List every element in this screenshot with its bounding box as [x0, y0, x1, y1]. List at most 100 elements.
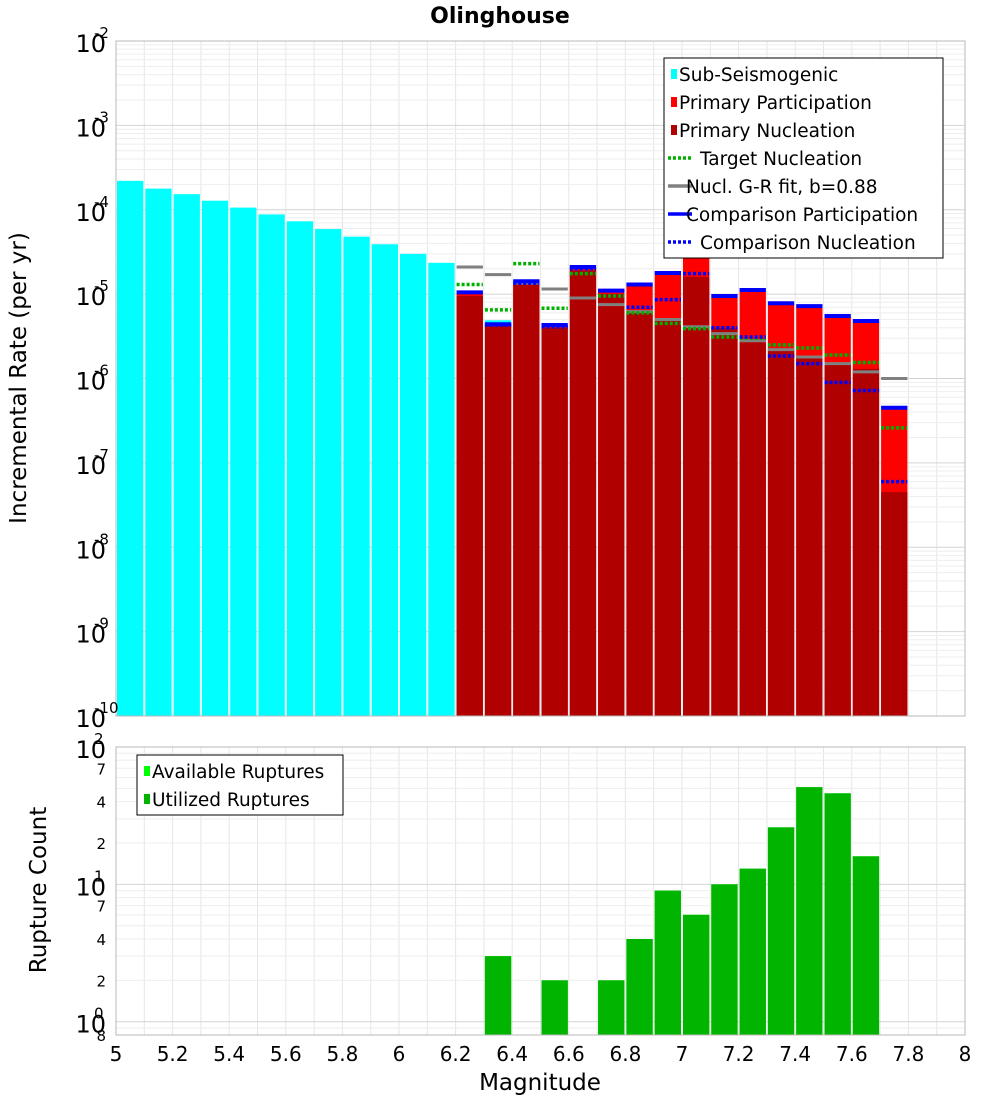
x-tick-label: 7 [676, 1042, 689, 1066]
primary-nucleation-bar [767, 349, 795, 716]
top-y-tick-base: 10 [75, 452, 106, 480]
primary-nucleation-bar [513, 284, 540, 716]
bottom-y-minor-tick-label: 2 [96, 972, 106, 990]
bottom-legend-item: Available Ruptures [144, 762, 324, 783]
top-legend-swatch [671, 97, 677, 107]
top-legend-item: Nucl. G-R fit, b=0.88 [668, 177, 878, 198]
top-y-tick-label: 10-10 [75, 699, 118, 733]
x-tick-label: 5.6 [270, 1042, 302, 1066]
sub-seismogenic-bar [428, 262, 455, 716]
top-legend-item: Primary Nucleation [671, 121, 855, 142]
top-gridlines [115, 41, 966, 717]
primary-nucleation-bar [852, 368, 880, 716]
bottom-y-minor-tick-label: 7 [96, 760, 106, 778]
bottom-y-minor-tick-label: 7 [96, 898, 106, 916]
top-legend-label: Comparison Participation [686, 205, 918, 226]
bottom-y-axis-title: Rupture Count [26, 807, 52, 973]
top-y-tick-exp: -4 [94, 193, 109, 211]
top-y-tick-label: 10-9 [75, 615, 109, 649]
sub-seismogenic-bar [173, 194, 200, 717]
bottom-y-tick-exp: 0 [94, 1005, 104, 1023]
top-y-tick-base: 10 [75, 283, 106, 311]
utilized-ruptures-bar [541, 980, 568, 1035]
sub-seismogenic-bar [201, 200, 229, 716]
x-tick-label: 5.2 [157, 1042, 189, 1066]
x-tick-label: 6.8 [609, 1042, 641, 1066]
x-tick-label: 5.8 [326, 1042, 358, 1066]
bottom-legend-item: Utilized Ruptures [144, 790, 310, 811]
top-y-tick-base: 10 [75, 536, 106, 564]
bottom-legend-swatch [144, 794, 150, 804]
sub-seismogenic-bar [258, 214, 285, 717]
sub-seismogenic-bar [286, 221, 314, 716]
top-y-tick-base: 10 [75, 114, 106, 142]
top-legend-label: Sub-Seismogenic [679, 65, 838, 86]
utilized-ruptures-bar [484, 956, 512, 1035]
x-tick-label: 6.4 [496, 1042, 528, 1066]
x-tick-label: 7.6 [836, 1042, 868, 1066]
x-tick-label: 7.8 [892, 1042, 924, 1066]
sub-seismogenic-bar [117, 180, 144, 716]
top-y-tick-label: 10-8 [75, 530, 109, 564]
top-y-tick-base: 10 [75, 30, 106, 58]
top-legend-label: Nucl. G-R fit, b=0.88 [686, 177, 878, 198]
primary-nucleation-bar [881, 492, 908, 716]
utilized-ruptures-bar [654, 890, 681, 1035]
utilized-ruptures-bar [852, 856, 880, 1035]
top-legend-swatch [671, 125, 677, 135]
bottom-y-tick-base: 10 [75, 1011, 106, 1039]
top-legend-swatch [671, 69, 677, 79]
bottom-y-tick-exp: 2 [94, 730, 104, 748]
top-y-tick-base: 10 [75, 621, 106, 649]
chart-title: Olinghouse [430, 4, 570, 29]
top-y-tick-base: 10 [75, 199, 106, 227]
bottom-y-minor-tick-label: 2 [96, 835, 106, 853]
bottom-legend-swatch [144, 766, 150, 776]
primary-nucleation-series [456, 270, 908, 716]
primary-nucleation-bar [541, 327, 568, 716]
utilized-ruptures-bar [824, 793, 851, 1035]
top-legend-label: Comparison Nucleation [700, 233, 916, 254]
bottom-y-tick-label: 100 [75, 1005, 106, 1039]
top-y-tick-label: 10-3 [75, 108, 109, 142]
x-tick-label: 5.4 [213, 1042, 245, 1066]
top-legend-item: Primary Participation [671, 93, 872, 114]
top-y-tick-exp: -8 [94, 530, 109, 548]
utilized-ruptures-bar [626, 939, 653, 1035]
bottom-legend: Available Ruptures Utilized Ruptures [136, 754, 344, 816]
x-tick-label: 7.2 [723, 1042, 755, 1066]
bottom-y-minor-tick-label: 8 [96, 1027, 106, 1045]
bottom-plot-border [115, 746, 966, 1036]
top-legend-item: Sub-Seismogenic [671, 65, 838, 86]
top-legend-item: Comparison Participation [668, 205, 918, 226]
top-y-tick-exp: -10 [94, 699, 119, 717]
bottom-legend-label: Utilized Ruptures [152, 790, 310, 811]
comparison-nucleation-series [484, 266, 908, 484]
bottom-y-tick-label: 101 [75, 867, 106, 901]
top-y-tick-label: 10-2 [75, 24, 109, 58]
top-y-tick-exp: -3 [94, 108, 109, 126]
comparison-participation-series [456, 243, 908, 410]
sub-seismogenic-bar [371, 244, 398, 717]
x-tick-label: 6.6 [553, 1042, 585, 1066]
top-y-tick-exp: -6 [94, 362, 109, 380]
primary-nucleation-bar [456, 296, 483, 716]
utilized-ruptures-bar [767, 827, 795, 1035]
primary-nucleation-bar [598, 294, 625, 716]
utilized-ruptures-bar [739, 868, 766, 1035]
top-legend-box [663, 57, 944, 259]
top-y-tick-label: 10-7 [75, 446, 109, 480]
primary-nucleation-bar [484, 325, 512, 716]
top-y-tick-exp: -5 [94, 277, 109, 295]
x-tick-label: 8 [959, 1042, 972, 1066]
utilized-ruptures-series [484, 787, 880, 1035]
x-tick-label: 6.2 [440, 1042, 472, 1066]
primary-nucleation-bar [739, 342, 766, 716]
top-legend-label: Target Nucleation [699, 149, 862, 170]
primary-nucleation-bar [626, 312, 653, 716]
primary-nucleation-bar [683, 276, 710, 716]
top-legend-item: Comparison Nucleation [668, 233, 916, 254]
bottom-y-tick-base: 10 [75, 736, 106, 764]
x-tick-label: 5 [110, 1042, 123, 1066]
sub-seismogenic-bar [230, 207, 257, 717]
